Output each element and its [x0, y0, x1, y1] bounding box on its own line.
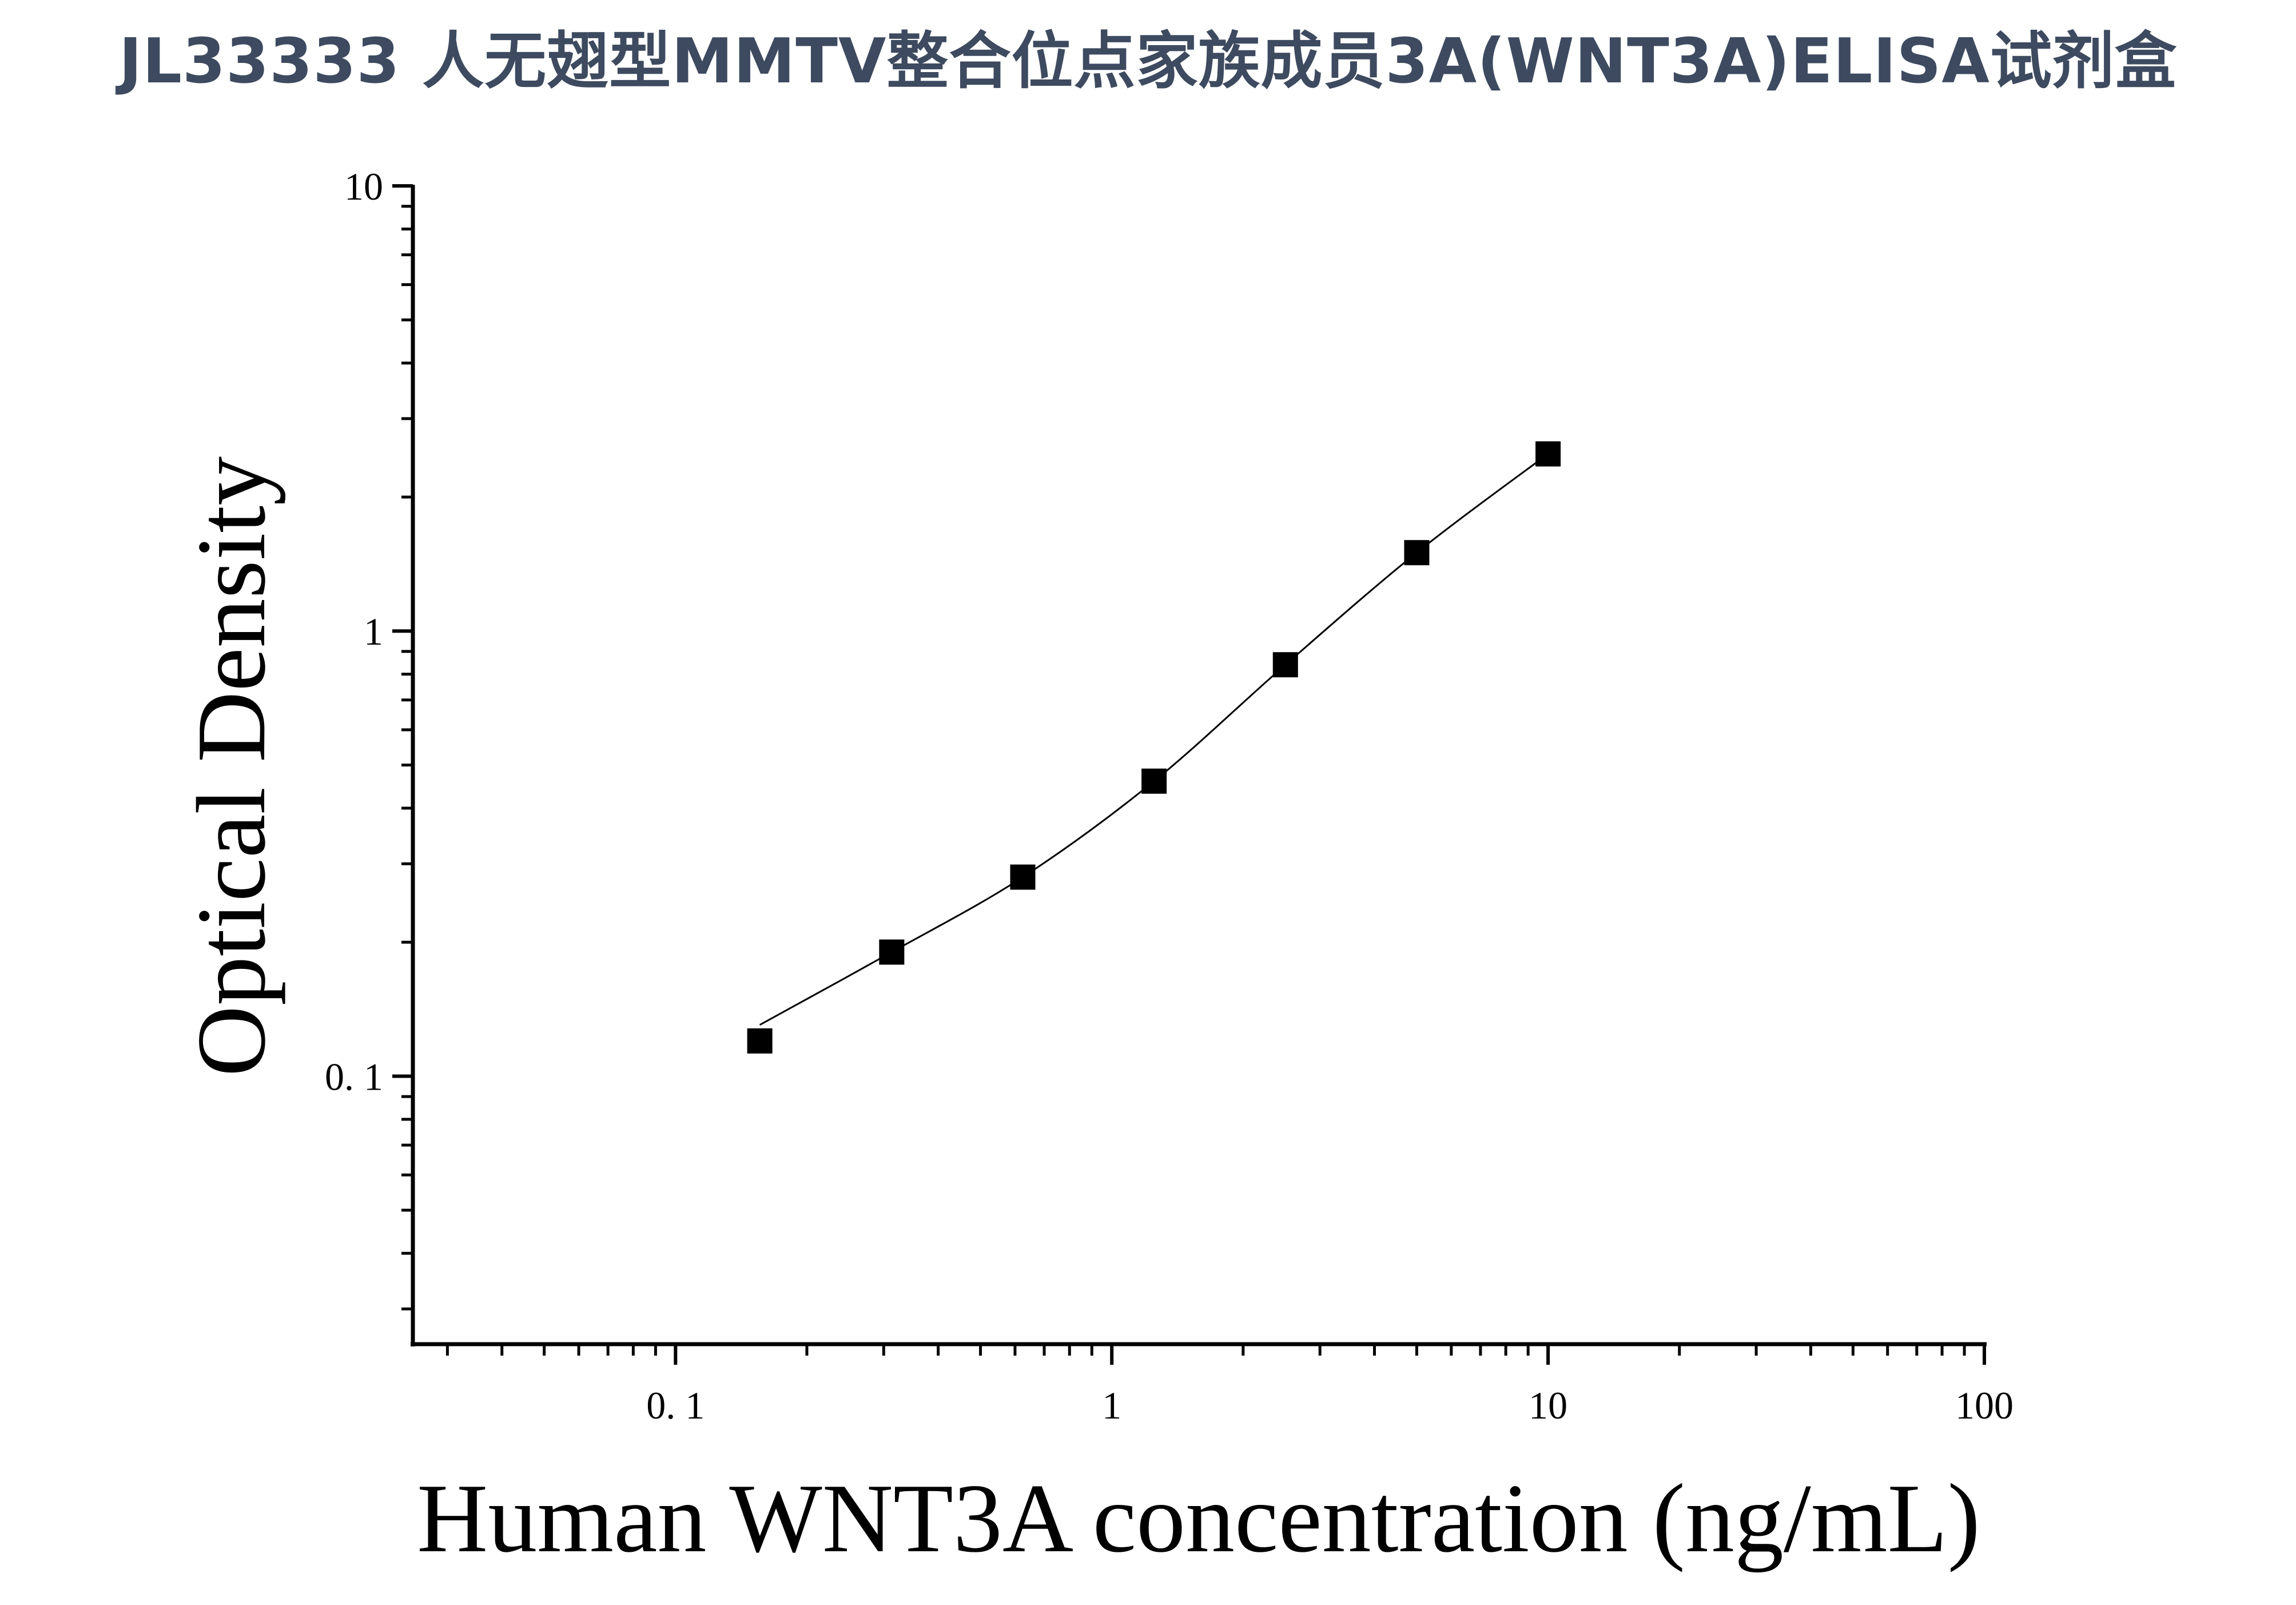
axes — [411, 185, 1987, 1346]
data-point — [1404, 540, 1430, 566]
fit-curve-group — [759, 453, 1549, 1026]
data-point — [747, 1028, 773, 1054]
ticks — [392, 184, 1986, 1365]
data-point — [879, 939, 905, 965]
data-point — [1010, 864, 1036, 890]
y-axis-title: Optical Density — [177, 456, 286, 1076]
chart-title: JL33333 人无翅型MMTV整合位点家族成员3A(WNT3A)ELISA试剂… — [118, 26, 2178, 97]
x-axis-title: Human WNT3A concentration (ng/mL) — [417, 1464, 1980, 1573]
data-point — [1272, 652, 1298, 678]
y-tick-label: 10 — [344, 165, 383, 208]
y-tick-label: 0. 1 — [325, 1055, 383, 1098]
labels: 0. 1 1 10 100 0. 1 1 10 Human WNT3A concentrati… — [177, 165, 2014, 1573]
data-points — [747, 441, 1561, 1054]
x-tick-label: 1 — [1102, 1384, 1121, 1427]
data-point — [1141, 768, 1167, 794]
x-tick-label: 10 — [1529, 1384, 1567, 1427]
x-tick-label: 100 — [1955, 1384, 2014, 1427]
x-tick-label: 0. 1 — [646, 1384, 705, 1427]
data-point — [1535, 441, 1561, 467]
fit-curve — [759, 453, 1549, 1026]
y-tick-label: 1 — [364, 610, 383, 653]
